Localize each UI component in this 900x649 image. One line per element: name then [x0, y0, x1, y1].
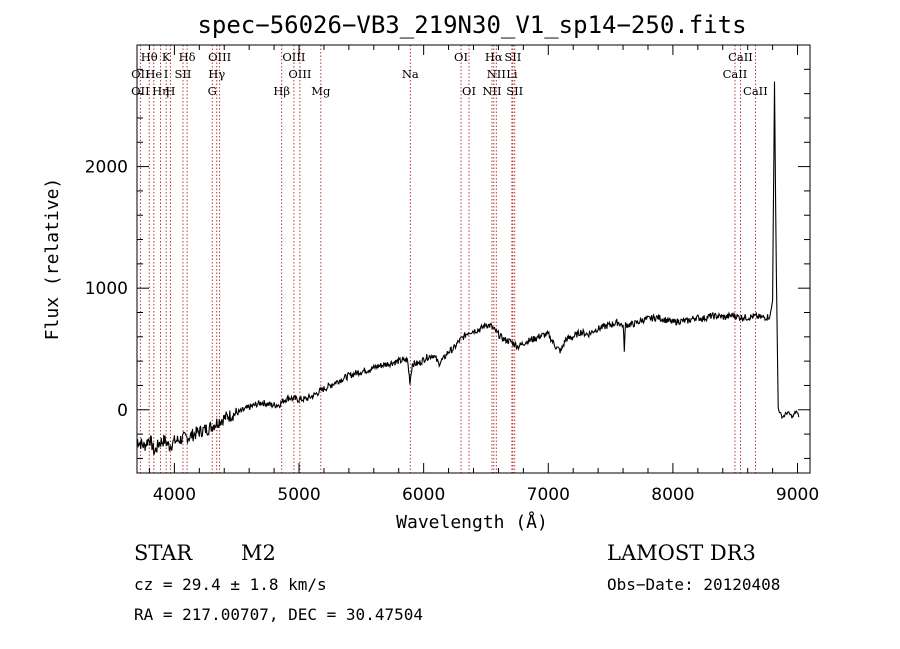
line-marker-label: OI	[462, 84, 476, 98]
line-marker-label: SII	[504, 50, 521, 64]
line-marker-label: H	[165, 84, 175, 98]
line-marker-label: G	[208, 84, 217, 98]
line-marker-label: OIII	[288, 67, 311, 81]
line-marker-label: K	[162, 50, 171, 64]
y-tick-label: 2000	[85, 158, 128, 178]
obs-date-readout: Obs−Date: 20120408	[607, 575, 780, 594]
y-tick-label: 0	[117, 401, 128, 421]
line-marker-label: He	[145, 67, 162, 81]
line-marker-label: SII	[175, 67, 192, 81]
x-tick-label: 6000	[402, 485, 445, 505]
line-marker-label: NII	[487, 67, 506, 81]
chart-title: spec−56026−VB3_219N30_V1_sp14−250.fits	[197, 11, 746, 39]
line-marker-label: CaII	[743, 84, 768, 98]
object-class: STAR	[134, 541, 193, 565]
line-marker-label: NII	[482, 84, 501, 98]
y-tick-label: 1000	[85, 279, 128, 299]
x-tick-label: 5000	[277, 485, 320, 505]
x-tick-label: 8000	[651, 485, 694, 505]
line-marker-label: OII	[131, 67, 150, 81]
spectral-line-markers	[139, 45, 756, 473]
line-marker-label: Hβ	[273, 84, 290, 98]
line-marker-label: OII	[131, 84, 150, 98]
line-marker-label: SII	[506, 84, 523, 98]
line-marker-label: Mg	[311, 84, 331, 98]
y-axis-ticks: 0 1000 2000	[85, 68, 810, 459]
redshift-readout: cz = 29.4 ± 1.8 km/s	[134, 575, 327, 594]
line-marker-label: Hα	[485, 50, 503, 64]
line-marker-label: OIII	[208, 50, 231, 64]
x-axis-label: Wavelength (Å)	[396, 511, 548, 533]
flux-series-line	[136, 81, 800, 455]
line-marker-label: Hγ	[208, 67, 225, 81]
line-marker-label: I	[164, 67, 169, 81]
object-subclass: M2	[241, 541, 276, 565]
line-marker-label: Li	[506, 67, 518, 81]
line-marker-label: OIII	[282, 50, 305, 64]
plot-frame	[136, 44, 811, 474]
y-axis-label: Flux (relative)	[42, 178, 63, 341]
line-marker-label: CaII	[728, 50, 753, 64]
x-tick-label: 7000	[527, 485, 570, 505]
line-marker-label: Hδ	[179, 50, 196, 64]
x-tick-label: 9000	[776, 485, 819, 505]
line-marker-label: OI	[454, 50, 468, 64]
x-axis-ticks: 4000 5000 6000 7000 8000 9000	[148, 45, 819, 505]
coordinates-readout: RA = 217.00707, DEC = 30.47504	[134, 605, 423, 624]
line-marker-label: CaII	[723, 67, 748, 81]
line-marker-label: Hθ	[141, 50, 158, 64]
line-marker-label: Na	[402, 67, 419, 81]
x-tick-label: 4000	[153, 485, 196, 505]
line-marker-label: Hη	[152, 84, 169, 98]
survey-name: LAMOST DR3	[607, 541, 756, 565]
